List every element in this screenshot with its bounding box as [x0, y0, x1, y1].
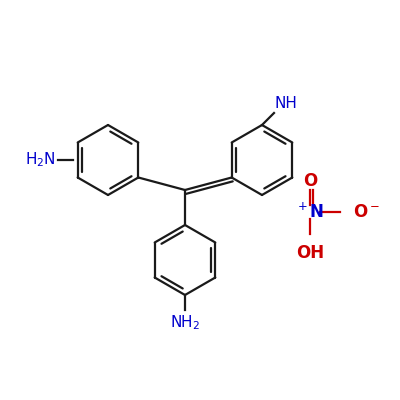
- Text: O$^-$: O$^-$: [353, 203, 380, 221]
- Text: NH$_2$: NH$_2$: [170, 313, 200, 332]
- Text: NH: NH: [275, 96, 298, 111]
- Text: OH: OH: [296, 244, 324, 262]
- Text: H$_2$N: H$_2$N: [25, 151, 56, 169]
- Text: O: O: [303, 172, 317, 190]
- Text: $^+$N: $^+$N: [295, 202, 325, 222]
